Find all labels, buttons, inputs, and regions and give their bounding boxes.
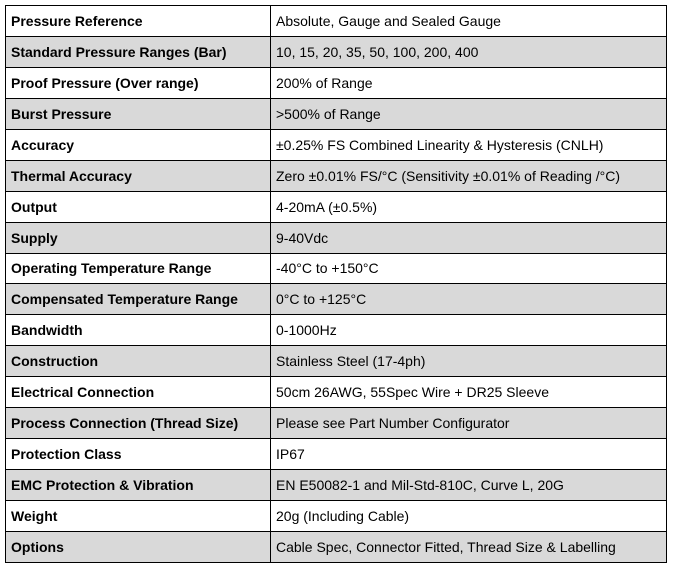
- spec-value: EN E50082-1 and Mil-Std-810C, Curve L, 2…: [270, 469, 667, 501]
- table-row: Electrical Connection 50cm 26AWG, 55Spec …: [5, 376, 667, 409]
- table-row: Pressure Reference Absolute, Gauge and Se…: [5, 5, 667, 37]
- table-row: Supply 9-40Vdc: [5, 221, 667, 254]
- spec-name: Accuracy: [5, 128, 271, 161]
- table-row: Compensated Temperature Range 0°C to +125…: [5, 283, 667, 316]
- spec-name: Protection Class: [5, 438, 271, 471]
- spec-name: Construction: [5, 345, 271, 378]
- spec-name: Compensated Temperature Range: [5, 283, 271, 316]
- spec-name: Electrical Connection: [5, 376, 271, 409]
- table-row: Accuracy ±0.25% FS Combined Linearity & H…: [5, 128, 667, 161]
- spec-name: Burst Pressure: [5, 97, 271, 130]
- spec-name: Pressure Reference: [5, 5, 271, 37]
- spec-value: 10, 15, 20, 35, 50, 100, 200, 400: [270, 35, 667, 68]
- spec-name: Weight: [5, 500, 271, 532]
- table-row: Protection Class IP67: [5, 438, 667, 471]
- spec-value: 200% of Range: [270, 66, 667, 99]
- spec-value: Stainless Steel (17-4ph): [270, 345, 667, 378]
- spec-value: IP67: [270, 438, 667, 471]
- spec-value: Cable Spec, Connector Fitted, Thread Siz…: [270, 530, 667, 564]
- spec-name: Output: [5, 190, 271, 223]
- table-row: Standard Pressure Ranges (Bar) 10, 15, 20…: [5, 35, 667, 68]
- spec-name: Operating Temperature Range: [5, 252, 271, 285]
- table-row: Operating Temperature Range -40°C to +150…: [5, 252, 667, 285]
- table-row: Burst Pressure >500% of Range: [5, 97, 667, 130]
- table-row: Process Connection (Thread Size) Please s…: [5, 407, 667, 440]
- table-row: Weight 20g (Including Cable): [5, 500, 667, 532]
- spec-name: Supply: [5, 221, 271, 254]
- spec-value: 0°C to +125°C: [270, 283, 667, 316]
- table-row: Bandwidth 0-1000Hz: [5, 314, 667, 347]
- spec-name: Standard Pressure Ranges (Bar): [5, 35, 271, 68]
- spec-value: 9-40Vdc: [270, 221, 667, 254]
- spec-value: 0-1000Hz: [270, 314, 667, 347]
- spec-table: Pressure Reference Absolute, Gauge and Se…: [5, 5, 667, 564]
- spec-value: Zero ±0.01% FS/°C (Sensitivity ±0.01% of…: [270, 159, 667, 192]
- spec-name: Options: [5, 530, 271, 564]
- spec-name: Bandwidth: [5, 314, 271, 347]
- spec-value: Please see Part Number Configurator: [270, 407, 667, 440]
- table-row: EMC Protection & Vibration EN E50082-1 an…: [5, 469, 667, 501]
- spec-value: 50cm 26AWG, 55Spec Wire + DR25 Sleeve: [270, 376, 667, 409]
- spec-value: Absolute, Gauge and Sealed Gauge: [270, 5, 667, 37]
- table-row: Construction Stainless Steel (17-4ph): [5, 345, 667, 378]
- table-row: Output 4-20mA (±0.5%): [5, 190, 667, 223]
- spec-value: 20g (Including Cable): [270, 500, 667, 532]
- spec-value: 4-20mA (±0.5%): [270, 190, 667, 223]
- table-row: Thermal Accuracy Zero ±0.01% FS/°C (Sensi…: [5, 159, 667, 192]
- spec-name: EMC Protection & Vibration: [5, 469, 271, 501]
- spec-value: ±0.25% FS Combined Linearity & Hysteresi…: [270, 128, 667, 161]
- spec-name: Process Connection (Thread Size): [5, 407, 271, 440]
- spec-value: >500% of Range: [270, 97, 667, 130]
- spec-name: Thermal Accuracy: [5, 159, 271, 192]
- spec-value: -40°C to +150°C: [270, 252, 667, 285]
- table-row: Proof Pressure (Over range) 200% of Range: [5, 66, 667, 99]
- spec-name: Proof Pressure (Over range): [5, 66, 271, 99]
- table-row: Options Cable Spec, Connector Fitted, Thr…: [5, 530, 667, 564]
